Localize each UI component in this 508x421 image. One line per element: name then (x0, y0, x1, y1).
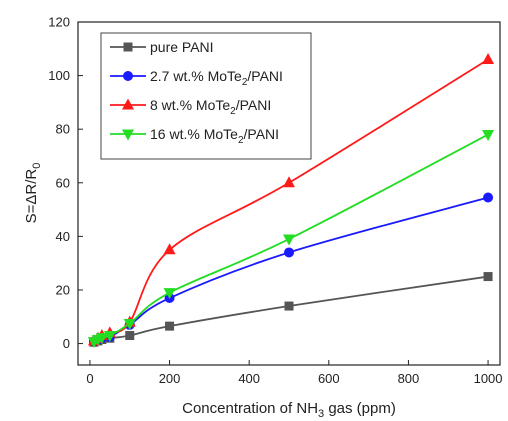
legend-label: 16 wt.% MoTe2/PANI (150, 126, 279, 146)
data-point (283, 176, 295, 188)
legend-marker (123, 71, 133, 81)
legend-label: pure PANI (150, 39, 214, 55)
legend: pure PANI 2.7 wt.% MoTe2/PANI 8 wt.% MoTe2… (100, 32, 312, 160)
data-point (95, 333, 108, 345)
y-tick-label: 60 (56, 175, 70, 190)
x-tick-label: 0 (86, 371, 93, 386)
data-point (483, 192, 494, 203)
series-4 (87, 130, 495, 349)
data-point (163, 288, 176, 300)
y-tick-label: 120 (48, 15, 70, 30)
series-2 (88, 192, 494, 347)
data-point (482, 130, 495, 142)
data-point (165, 321, 175, 331)
data-point (125, 331, 135, 341)
legend-label: 8 wt.% MoTe2/PANI (150, 97, 271, 117)
legend-item: 16 wt.% MoTe2/PANI (110, 126, 279, 146)
legend-item: pure PANI (110, 39, 214, 55)
legend-item: 8 wt.% MoTe2/PANI (110, 97, 271, 117)
data-point (103, 331, 116, 343)
x-axis: 0 200 400 600 800 1000 (86, 360, 503, 386)
x-axis-title: Concentration of NH3 gas (ppm) (182, 400, 396, 420)
data-point (284, 247, 294, 258)
y-tick-label: 80 (56, 122, 70, 137)
series-layer (87, 53, 495, 349)
x-tick-label: 200 (159, 371, 181, 386)
legend-marker (122, 98, 134, 110)
data-point (283, 234, 295, 246)
plot-frame (77, 21, 501, 366)
y-axis: 0 20 40 60 80 100 120 (48, 15, 83, 351)
data-point (482, 53, 495, 65)
legend-item: 2.7 wt.% MoTe2/PANI (110, 68, 283, 88)
legend-marker (122, 129, 134, 141)
data-point (123, 318, 136, 330)
y-tick-label: 100 (48, 68, 70, 83)
data-point (483, 272, 493, 282)
x-tick-label: 600 (318, 371, 340, 386)
data-point (284, 301, 294, 311)
y-tick-label: 20 (56, 282, 70, 297)
legend-box (100, 32, 312, 160)
y-axis-title: S=ΔR/R0 (23, 163, 43, 224)
legend-marker (123, 42, 133, 52)
x-tick-label: 1000 (474, 371, 503, 386)
x-tick-label: 400 (238, 371, 260, 386)
y-tick-label: 40 (56, 229, 70, 244)
legend-label: 2.7 wt.% MoTe2/PANI (150, 68, 283, 88)
y-tick-label: 0 (63, 336, 70, 351)
data-point (163, 243, 176, 255)
x-tick-label: 800 (398, 371, 420, 386)
